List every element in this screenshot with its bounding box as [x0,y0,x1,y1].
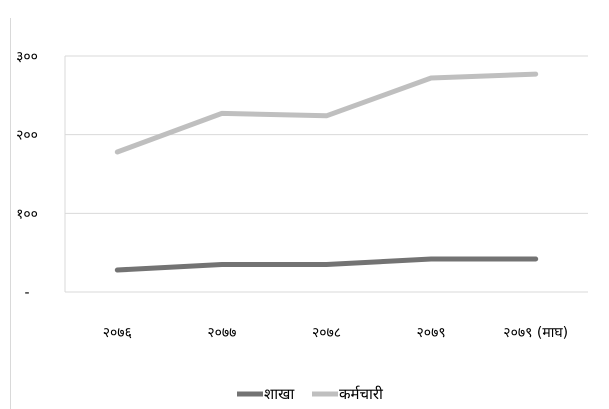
gridlines [65,55,588,214]
y-tick-labels: - १०० २०० ३०० [16,49,38,301]
axes [64,56,588,293]
series-line-1 [114,71,539,155]
chart-border [10,18,11,409]
x-tick-label: २०७९ [417,325,446,341]
x-tick-label: २०७७ [207,325,236,341]
x-tick-labels: २०७६ २०७७ २०७८ २०७९ २०७९ (माघ) [103,325,568,341]
series-lines [114,71,539,273]
legend-label: कर्मचारी [339,385,384,403]
legend: शाखा कर्मचारी [237,385,384,403]
x-tick-label: २०७८ [312,325,341,341]
x-tick-label: २०७६ [103,325,132,341]
x-tick-label: २०७९ (माघ) [503,325,568,341]
y-tick-label: - [24,285,29,301]
legend-label: शाखा [264,385,295,403]
y-tick-label: ३०० [16,49,38,65]
y-tick-label: २०० [16,128,38,144]
y-tick-label: १०० [16,206,38,222]
